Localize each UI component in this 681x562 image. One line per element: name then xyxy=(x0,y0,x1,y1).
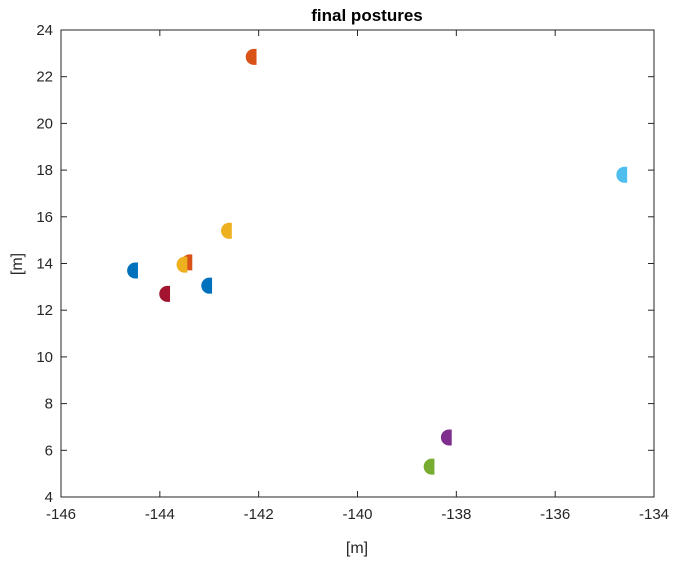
y-tick-label: 22 xyxy=(36,69,53,86)
y-tick-label: 14 xyxy=(36,256,53,273)
posture-marker xyxy=(423,458,435,475)
x-axis-label: [m] xyxy=(346,540,368,557)
posture-marker xyxy=(616,166,628,183)
x-tick-label: -138 xyxy=(441,506,471,523)
chart-title: final postures xyxy=(311,6,422,25)
posture-marker xyxy=(201,277,213,294)
plot-area xyxy=(127,48,628,475)
axes-box xyxy=(60,29,655,498)
posture-marker xyxy=(127,262,138,279)
x-tick-label: -146 xyxy=(46,506,76,523)
y-axis-label: [m] xyxy=(9,253,26,275)
y-tick-label: 18 xyxy=(36,162,53,179)
posture-marker xyxy=(176,256,188,273)
posture-marker xyxy=(159,285,171,302)
x-tick-label: -144 xyxy=(145,506,175,523)
y-tick-label: 20 xyxy=(36,115,53,132)
x-tick-label: -140 xyxy=(342,506,372,523)
posture-marker xyxy=(221,222,232,239)
y-tick-label: 24 xyxy=(36,22,53,39)
y-tick-label: 6 xyxy=(45,442,53,459)
y-tick-label: 12 xyxy=(36,302,53,319)
x-tick-label: -136 xyxy=(540,506,570,523)
axes: -146 -144 -142 -140 -138 -136 -134 4 6 8 10 12 14 16 1… xyxy=(36,22,669,523)
y-tick-label: 10 xyxy=(36,349,53,366)
y-tick-label: 4 xyxy=(45,489,53,506)
x-tick-label: -134 xyxy=(639,506,669,523)
x-tick-label: -142 xyxy=(244,506,274,523)
y-tick-label: 8 xyxy=(45,396,53,413)
posture-marker xyxy=(440,429,452,446)
y-tick-label: 16 xyxy=(36,209,53,226)
posture-marker xyxy=(245,48,257,65)
